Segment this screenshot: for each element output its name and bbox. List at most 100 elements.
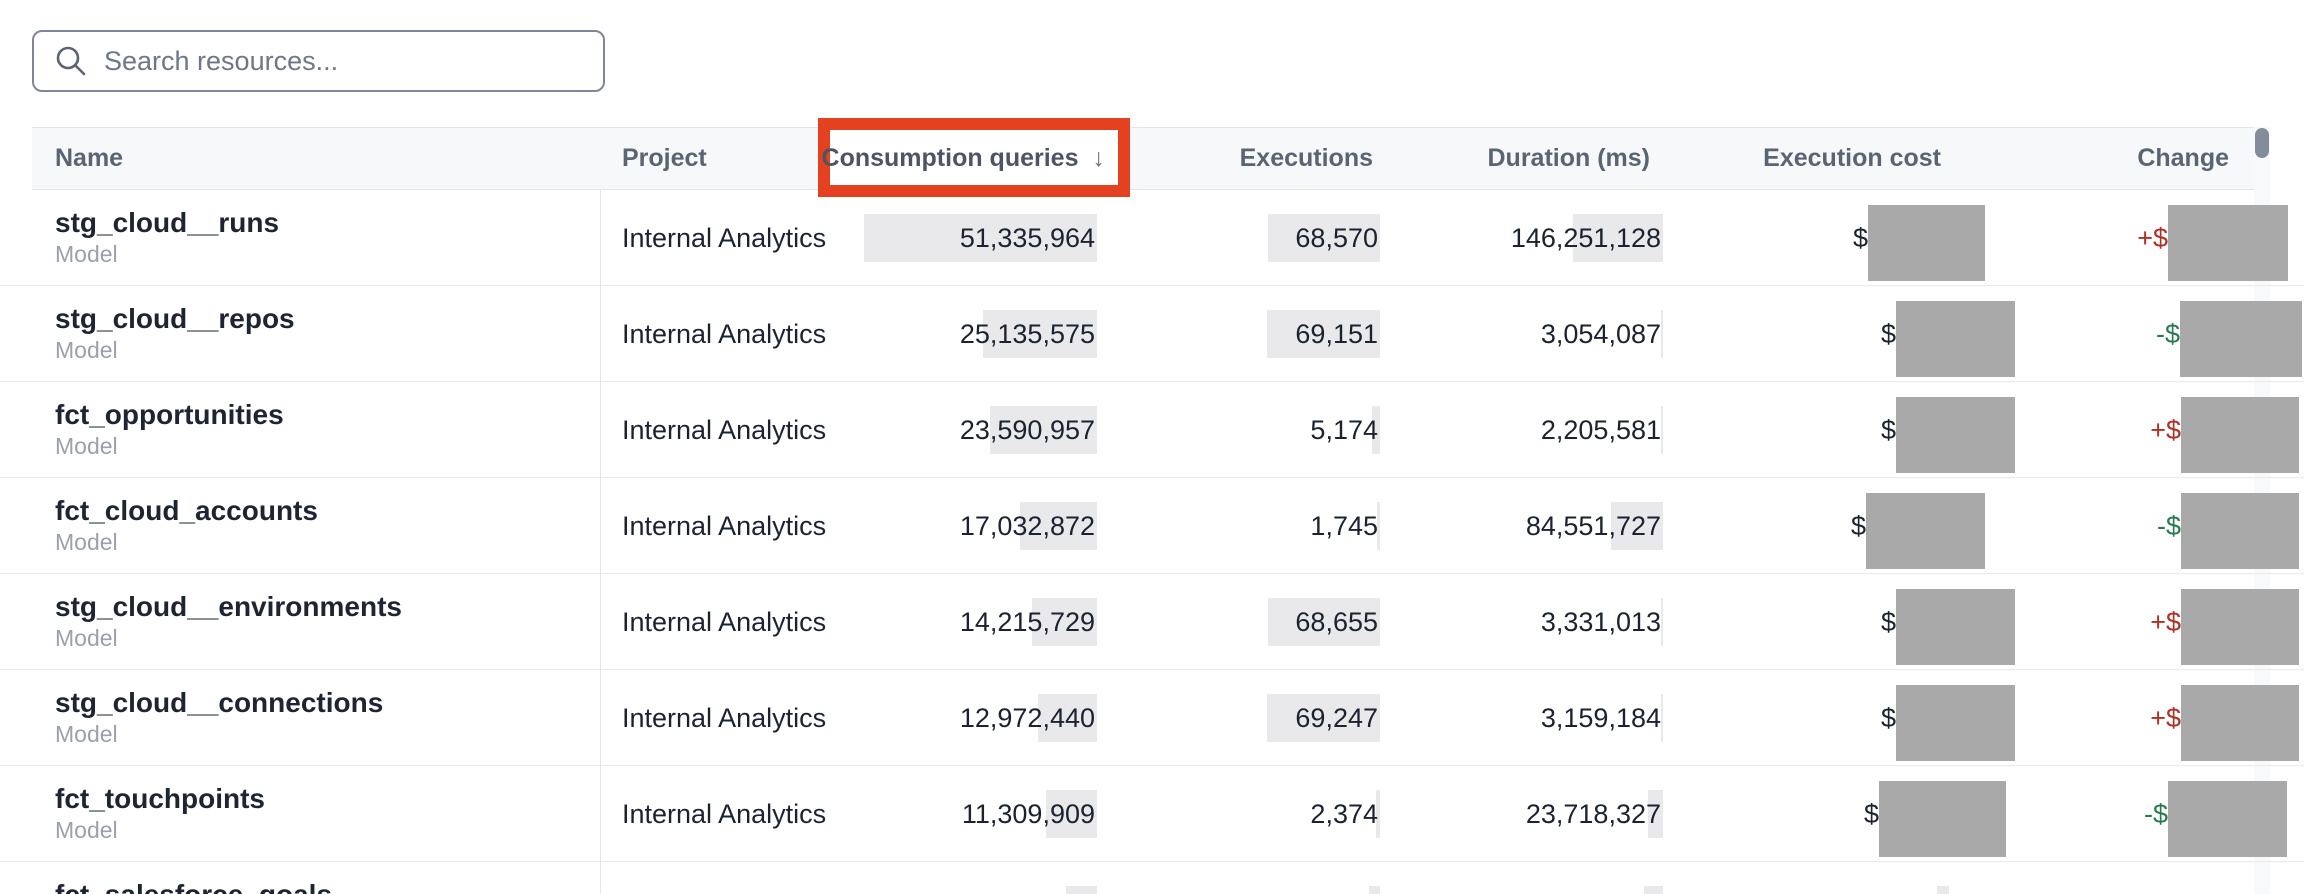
consumption-bar: [1066, 886, 1097, 894]
consumption-bar: [1038, 694, 1097, 742]
search-input[interactable]: [102, 44, 593, 78]
project-cell: Internal Analytics: [622, 606, 827, 637]
duration-value-text: 3,159,184: [1540, 702, 1661, 733]
project-cell: Internal Analytics: [622, 318, 827, 349]
column-header-execution-cost[interactable]: Execution cost: [1763, 144, 1941, 172]
resource-name[interactable]: stg_cloud__repos: [55, 303, 295, 334]
executions-bar: [1377, 502, 1380, 550]
consumption-value: 17,032,872: [960, 478, 1095, 574]
consumption-bar: [1020, 502, 1097, 550]
change-delta-sign: -$: [2143, 798, 2168, 829]
executions-bar: [1268, 214, 1380, 262]
resource-name-cell: stg_cloud__runs Model: [55, 205, 279, 269]
project-cell: Internal Analytics: [622, 702, 827, 733]
resource-name-cell: stg_cloud__repos Model: [55, 301, 295, 365]
executions-value-text: 69,247: [1295, 702, 1378, 733]
executions-value: 68,655: [1295, 574, 1378, 670]
executions-bar: [1267, 694, 1380, 742]
table-row[interactable]: stg_cloud__repos Model Internal Analytics 2…: [0, 286, 2304, 382]
executions-value: 69,151: [1295, 286, 1378, 382]
consumption-bar: [1032, 598, 1097, 646]
consumption-value: 14,215,729: [960, 574, 1095, 670]
duration-value: 3,159,184: [1541, 670, 1661, 766]
consumption-value: 12,972,440: [960, 670, 1095, 766]
resource-type: Model: [55, 241, 118, 267]
cost-currency: $: [1850, 510, 1866, 541]
search-box[interactable]: [32, 30, 605, 92]
table-row[interactable]: fct_cloud_accounts Model Internal Analytic…: [0, 478, 2304, 574]
cost-currency: $: [1852, 222, 1868, 253]
duration-value-text: 2,205,581: [1540, 414, 1661, 445]
cost-currency: $: [1880, 702, 1896, 733]
cost-currency: $: [1880, 414, 1896, 445]
executions-bar: [1267, 310, 1380, 358]
duration-bar: [1661, 406, 1663, 454]
cost-currency: $: [1880, 318, 1896, 349]
duration-bar: [1648, 790, 1663, 838]
change-redaction-box: [2181, 397, 2299, 473]
name-column-divider: [600, 127, 601, 894]
table-row[interactable]: stg_cloud__connections Model Internal Anal…: [0, 670, 2304, 766]
executions-value-text: 68,570: [1295, 222, 1378, 253]
resource-type: Model: [55, 433, 118, 459]
resource-name[interactable]: fct_opportunities: [55, 399, 284, 430]
consumption-value: 23,590,957: [960, 382, 1095, 478]
table-header: Name Project Consumption queries ↓ Execut…: [0, 118, 2304, 197]
duration-value-text: 3,054,087: [1540, 318, 1661, 349]
executions-bar: [1369, 886, 1380, 894]
resource-type: Model: [55, 529, 118, 555]
project-cell: Internal Analytics: [622, 798, 827, 829]
table-header-background: [32, 127, 2255, 190]
column-header-consumption-queries[interactable]: Consumption queries ↓: [822, 127, 1105, 190]
column-header-change[interactable]: Change: [2137, 144, 2229, 172]
duration-bar: [1611, 502, 1663, 550]
duration-value-text: 84,551,727: [1525, 510, 1661, 541]
resource-name[interactable]: stg_cloud__connections: [55, 687, 384, 718]
column-header-name[interactable]: Name: [55, 144, 124, 172]
column-header-executions[interactable]: Executions: [1239, 144, 1373, 172]
cost-redaction-box: [1868, 205, 1985, 281]
table-row[interactable]: stg_cloud__runs Model Internal Analytics 51…: [0, 190, 2304, 286]
executions-value-text: 2,374: [1310, 798, 1378, 829]
table-row[interactable]: stg_cloud__environments Model Internal Ana…: [0, 574, 2304, 670]
duration-value: 2,205,581: [1541, 382, 1661, 478]
executions-value-text: 69,151: [1295, 318, 1378, 349]
change-redaction-box: [2181, 685, 2299, 761]
table-row[interactable]: fct_opportunities Model Internal Analytics…: [0, 382, 2304, 478]
column-header-project[interactable]: Project: [622, 144, 707, 172]
resource-name-cell: fct_touchpoints Model: [55, 781, 265, 845]
executions-value: 69,247: [1295, 670, 1378, 766]
duration-value: 3,054,087: [1541, 286, 1661, 382]
consumption-bar: [864, 214, 1097, 262]
table-row[interactable]: fct_salesforce_goals: [0, 862, 2304, 894]
consumption-value: 51,335,964: [960, 190, 1095, 286]
resource-name-cell: fct_salesforce_goals: [55, 877, 332, 894]
resource-name[interactable]: fct_cloud_accounts: [55, 495, 318, 526]
resource-name[interactable]: fct_salesforce_goals: [55, 877, 332, 894]
change-delta-sign: +$: [2150, 702, 2181, 733]
consumption-value-text: 11,309,909: [961, 798, 1095, 829]
duration-value: 84,551,727: [1526, 478, 1661, 574]
resource-name[interactable]: stg_cloud__runs: [55, 207, 280, 238]
cost-redaction-box: [1866, 493, 1985, 569]
consumption-value-text: 25,135,575: [959, 318, 1095, 349]
column-header-duration[interactable]: Duration (ms): [1487, 144, 1651, 172]
resource-name[interactable]: stg_cloud__environments: [55, 591, 402, 622]
annotation-highlight-box: [818, 118, 1130, 197]
cost-redaction-box: [1896, 685, 2015, 761]
duration-value-text: 23,718,327: [1525, 798, 1661, 829]
resource-name-cell: fct_opportunities Model: [55, 397, 284, 461]
change-redaction-box: [2181, 589, 2299, 665]
change-redaction-box: [2168, 205, 2288, 281]
table-row[interactable]: fct_touchpoints Model Internal Analytics 11…: [0, 766, 2304, 862]
resource-type: Model: [55, 337, 118, 363]
duration-bar: [1573, 214, 1663, 262]
scrollbar-thumb[interactable]: [2255, 128, 2269, 158]
resource-name-cell: fct_cloud_accounts Model: [55, 493, 318, 557]
duration-bar: [1661, 598, 1663, 646]
cost-bar: [1937, 886, 1949, 894]
resource-name[interactable]: fct_touchpoints: [55, 783, 265, 814]
consumption-bar: [990, 406, 1097, 454]
resource-name-cell: stg_cloud__connections Model: [55, 685, 383, 749]
